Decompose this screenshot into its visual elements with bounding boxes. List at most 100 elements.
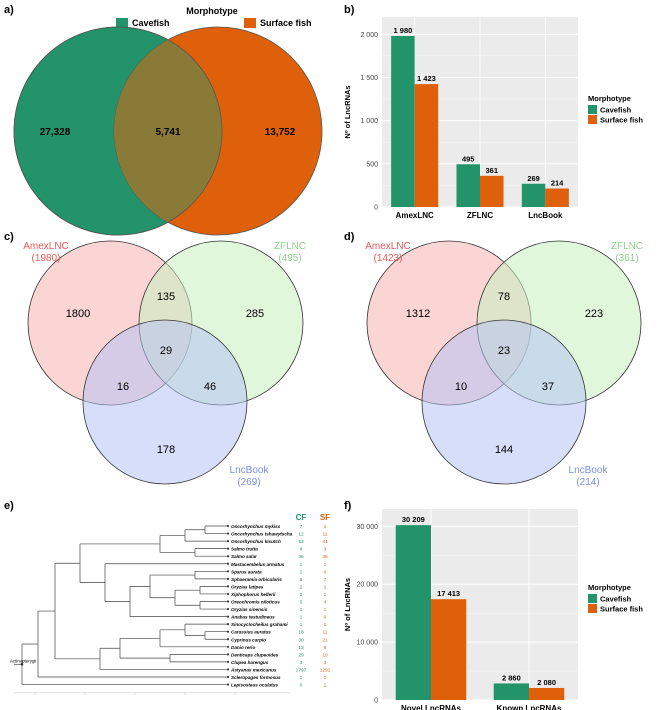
sf-count: 1 [324,683,327,689]
sf-count: 44 [322,539,328,545]
species-name: Sinocyclocheilus grahami [231,622,288,627]
cf-count: 4 [300,547,303,553]
sf-count: 1291 [320,667,331,673]
venn-circle-lncbook-d [421,319,587,485]
sf-count: 1 [324,562,327,568]
ytick-label-f: 0 [374,698,378,705]
bar-value-label-f: 30 209 [402,515,425,524]
venn-count-surface-only: 13,752 [265,127,296,138]
species-name: Sphaeramia orbicularis [231,577,282,582]
species-name: Lepisosteus oculatus [231,683,278,688]
region-ac-d: 10 [455,381,467,393]
cf-count: 1 [300,569,303,575]
panel-f: f) 0 10 000 20 000 30 000 Nº of LncRNAs Novel… [343,500,643,710]
sf-count: 11 [323,630,328,636]
sf-count: 1 [324,592,327,598]
bar-value-label-b: 269 [527,174,540,183]
set-name-zflnc-d: ZFLNC [611,241,643,252]
species-name: Sparus aurata [231,569,262,574]
cf-count: 1 [300,562,303,568]
set-name-amexlnc-d: AmexLNC [365,241,411,252]
x-category-b: LncBook [528,211,563,220]
sf-count: 35 [322,554,328,560]
legend-label-f: Surface fish [600,605,643,614]
region-a-d: 1312 [406,308,430,320]
cf-count: 18 [298,630,304,636]
sf-count: 19 [322,652,328,658]
set-count-lncbook-c: (269) [237,477,260,488]
ytick-label-b: 500 [366,161,378,168]
panel-label-d: d) [344,231,355,243]
set-count-zflnc-d: (361) [615,253,638,264]
panel-c: c) AmexLNC (1980) ZFLNC (495) LncBook (2… [4,231,306,488]
species-name: Salmo trutta [231,547,258,552]
panel-label-e: e) [4,500,14,512]
y-axis-label-b: Nº of LncRNAs [343,85,352,138]
legend-title-f: Morphotype [588,583,631,592]
venn-count-cavefish-only: 27,328 [40,127,71,138]
bar-value-label-f: 2 080 [537,678,556,687]
panel-label-b: b) [344,4,355,16]
ytick-label-f: 20 000 [357,582,379,589]
set-count-zflnc-c: (495) [278,253,301,264]
bar-f [431,599,467,700]
sf-count: 7 [324,577,327,583]
cf-count: 1 [300,615,303,621]
species-name: Salmo salar [231,554,257,559]
bar-value-label-b: 1 423 [417,74,436,83]
legend-label-cavefish-a: Cavefish [132,18,170,28]
set-name-amexlnc-c: AmexLNC [23,241,69,252]
col-header-sf: SF [320,513,330,522]
species-name: Denticeps clupeoides [231,652,279,657]
bar-f [529,687,565,700]
region-bc-d: 37 [542,381,554,393]
cf-count: 7 [300,524,303,530]
bar-value-label-b: 1 980 [394,26,413,35]
panel-label-f: f) [344,500,352,512]
legend-swatch-surface-a [244,18,256,28]
chart-f: 0 10 000 20 000 30 000 Nº of LncRNAs Novel Ln… [343,509,643,710]
species-name: Oryzias latipes [231,584,264,589]
panel-label-a: a) [4,4,14,16]
col-header-cf: CF [296,513,307,522]
species-name: Xiphophorus hellerii [230,592,276,597]
region-ac-c: 16 [117,381,129,393]
region-ab-c: 135 [157,291,175,303]
region-abc-d: 23 [498,345,510,357]
set-name-lncbook-c: LncBook [230,465,270,476]
sf-count: 0 [324,675,327,681]
species-name: Mastacembelus armatus [231,562,285,567]
cf-count: 29 [298,652,304,658]
sf-count: 1 [324,524,327,530]
sf-count: 3 [324,547,327,553]
bar-b [456,164,480,207]
panel-label-c: c) [4,231,14,243]
set-name-lncbook-d: LncBook [569,465,609,476]
x-category-f: Novel LncRNAs [401,704,462,710]
species-name: Anabas testudineus [230,615,275,620]
ytick-label-b: 0 [374,205,378,212]
cf-count: 2 [300,584,303,590]
region-c-c: 178 [157,444,175,456]
legend-label-surface-a: Surface fish [260,18,312,28]
cf-count: 1797 [296,667,307,673]
ytick-label-f: 10 000 [357,640,379,647]
species-name: Oreochromis niloticus [231,600,280,605]
legend-title-b: Morphotype [588,94,631,103]
tree-root-node [20,662,24,666]
cf-count: 13 [298,645,304,651]
region-b-d: 223 [585,308,603,320]
cf-count: 1 [300,675,303,681]
sf-count: 1 [324,607,327,613]
species-name: Clupea harengus [231,660,269,665]
tree-root-label: Actinopterygii [10,658,36,663]
legend-title-a: Morphotype [186,6,238,16]
cf-count: 12 [298,532,304,538]
region-abc-c: 29 [160,345,172,357]
region-b-c: 285 [246,308,264,320]
cf-count: 0 [300,683,303,689]
bar-value-label-b: 361 [486,166,499,175]
set-count-lncbook-d: (214) [576,477,599,488]
cf-count: 3 [300,660,303,666]
